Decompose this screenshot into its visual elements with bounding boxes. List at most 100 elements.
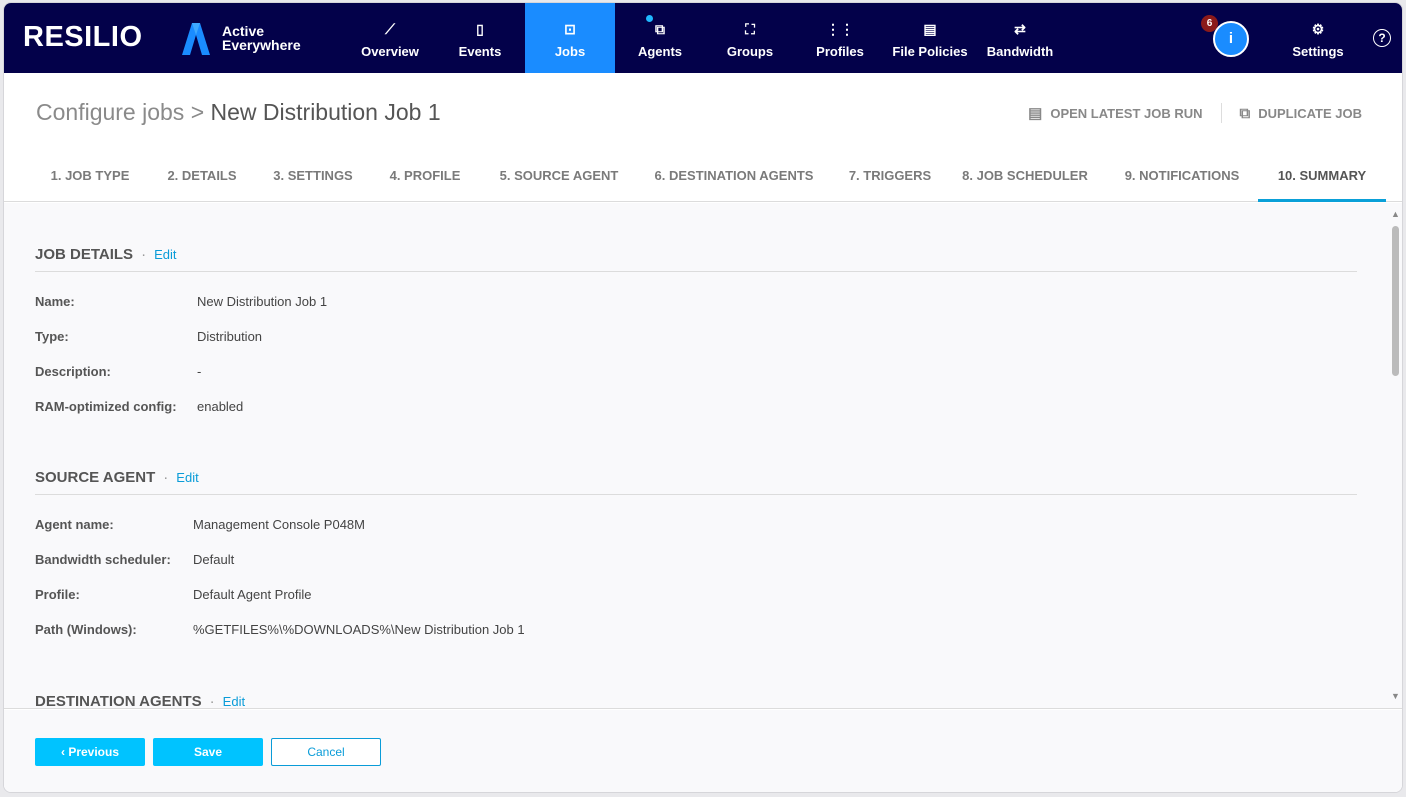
scrollbar-thumb[interactable] (1392, 226, 1399, 376)
gear-icon: ⚙ (1311, 21, 1325, 37)
nav-label: Profiles (816, 44, 864, 59)
detail-value: Default (193, 552, 235, 567)
list-icon: ⋮⋮ (826, 21, 854, 37)
open-latest-job-run-label: OPEN LATEST JOB RUN (1050, 105, 1203, 121)
nav-agents[interactable]: ⧉ Agents (615, 3, 705, 73)
active-everywhere-logo-icon (182, 23, 210, 55)
scroll-up-icon[interactable]: ▲ (1391, 209, 1400, 219)
duplicate-job-label: DUPLICATE JOB (1258, 105, 1362, 121)
detail-row: Type: Distribution (35, 319, 1357, 354)
file-gear-icon: ▤ (923, 21, 937, 37)
section-title: JOB DETAILS (35, 246, 134, 263)
summary-content: JOB DETAILS · Edit Name: New Distribution J… (4, 203, 1402, 709)
nav-file-policies[interactable]: ▤ File Policies (885, 3, 975, 73)
detail-row: Path (Windows): %GETFILES%\%DOWNLOADS%\Ne… (35, 612, 1357, 647)
nav-events[interactable]: ▯ Events (435, 3, 525, 73)
nav-label: File Policies (892, 44, 968, 59)
job-details-section: JOB DETAILS · Edit Name: New Distribution J… (35, 238, 1357, 424)
edit-job-details-link[interactable]: Edit (154, 247, 177, 262)
nav-label: Overview (361, 44, 419, 59)
section-title: SOURCE AGENT (35, 469, 156, 486)
tab-source-agent[interactable]: 5. SOURCE AGENT (499, 168, 619, 183)
detail-row: Agent name: Management Console P048M (35, 507, 1357, 542)
footer: ‹ Previous Save Cancel (4, 710, 1402, 792)
nav-label: Groups (726, 44, 774, 59)
tab-notifications[interactable]: 9. NOTIFICATIONS (1124, 168, 1240, 183)
detail-label: Agent name: (35, 517, 114, 532)
agents-status-dot (646, 15, 653, 22)
section-title: DESTINATION AGENTS (35, 692, 202, 709)
source-agent-section: SOURCE AGENT · Edit Agent name: Management … (35, 461, 1357, 647)
cancel-button[interactable]: Cancel (271, 738, 381, 766)
notifications-badge: 6 (1201, 15, 1218, 32)
detail-label: Path (Windows): (35, 622, 137, 637)
duplicate-job-button[interactable]: ⧉ DUPLICATE JOB (1240, 105, 1362, 122)
page-title: Configure jobs > New Distribution Job 1 (36, 99, 441, 126)
nav-label: Events (458, 44, 502, 59)
breadcrumb-configure-jobs[interactable]: Configure jobs (36, 99, 185, 125)
breadcrumb-separator: > (190, 99, 205, 125)
divider (1220, 103, 1222, 123)
save-button[interactable]: Save (153, 738, 263, 766)
detail-label: RAM-optimized config: (35, 399, 177, 414)
edit-destination-agents-link[interactable]: Edit (222, 693, 246, 709)
help-icon[interactable]: ? (1373, 29, 1391, 47)
header-actions: ▤ OPEN LATEST JOB RUN ⧉ DUPLICATE JOB (1028, 103, 1362, 123)
product-line-2: Everywhere (222, 37, 301, 53)
detail-label: Description: (35, 364, 111, 379)
detail-row: Name: New Distribution Job 1 (35, 284, 1357, 319)
tab-job-scheduler[interactable]: 8. JOB SCHEDULER (962, 168, 1088, 183)
detail-row: Profile: Default Agent Profile (35, 577, 1357, 612)
nav-profiles[interactable]: ⋮⋮ Profiles (795, 3, 885, 73)
tab-summary[interactable]: 10. SUMMARY (1258, 153, 1386, 202)
detail-value: Default Agent Profile (193, 587, 312, 602)
tab-triggers[interactable]: 7. TRIGGERS (848, 168, 932, 183)
tab-job-type[interactable]: 1. JOB TYPE (50, 168, 130, 183)
nav-bandwidth[interactable]: ⇄ Bandwidth (975, 3, 1065, 73)
detail-value: enabled (197, 399, 244, 414)
copy-icon: ⧉ (1239, 104, 1251, 122)
edit-source-agent-link[interactable]: Edit (176, 470, 199, 485)
tab-settings[interactable]: 3. SETTINGS (273, 168, 353, 183)
nav-label: Agents (637, 44, 683, 59)
swap-arrows-icon: ⇄ (1014, 21, 1026, 37)
top-nav: RESILIO Active Everywhere ⟋ Overview ▯ Event… (4, 3, 1402, 73)
detail-value: %GETFILES%\%DOWNLOADS%\New Distribution … (193, 622, 525, 637)
briefcase-gear-icon: ⊡ (564, 21, 576, 37)
detail-value: Distribution (197, 329, 263, 344)
nav-groups[interactable]: ⛶ Groups (705, 3, 795, 73)
devices-icon: ⧉ (655, 21, 665, 37)
tab-details[interactable]: 2. DETAILS (167, 168, 237, 183)
detail-value: - (197, 364, 202, 379)
detail-row: Description: - (35, 354, 1357, 389)
detail-label: Profile: (35, 587, 80, 602)
detail-label: Bandwidth scheduler: (35, 552, 171, 567)
product-name: Active Everywhere (222, 24, 301, 52)
product-line-1: Active (222, 23, 265, 39)
nav-settings-label: Settings (1292, 44, 1344, 59)
chart-line-icon: ⟋ (385, 21, 395, 37)
wizard-tabs: 1. JOB TYPE 2. DETAILS 3. SETTINGS 4. PROFI… (4, 153, 1402, 202)
detail-value: New Distribution Job 1 (197, 294, 328, 309)
detail-row: RAM-optimized config: enabled (35, 389, 1357, 424)
group-nodes-icon: ⛶ (745, 21, 755, 37)
open-latest-job-run-button[interactable]: ▤ OPEN LATEST JOB RUN (1028, 104, 1202, 122)
vertical-scrollbar[interactable]: ▲ ▼ (1388, 203, 1402, 708)
tab-destination-agents[interactable]: 6. DESTINATION AGENTS (654, 168, 814, 183)
nav-overview[interactable]: ⟋ Overview (345, 3, 435, 73)
detail-label: Name: (35, 294, 75, 309)
detail-label: Type: (35, 329, 69, 344)
previous-button[interactable]: ‹ Previous (35, 738, 145, 766)
nav-label: Bandwidth (986, 44, 1054, 59)
document-play-icon: ▤ (1028, 105, 1043, 122)
nav-jobs[interactable]: ⊡ Jobs (525, 3, 615, 73)
destination-agents-section: DESTINATION AGENTS · Edit (35, 692, 246, 709)
nav-settings[interactable]: ⚙ Settings (1273, 3, 1363, 73)
resilio-logo: RESILIO (23, 21, 143, 53)
notifications-info-button[interactable]: i (1213, 21, 1249, 57)
job-title: New Distribution Job 1 (210, 99, 441, 125)
tab-profile[interactable]: 4. PROFILE (389, 168, 461, 183)
detail-value: Management Console P048M (193, 517, 365, 532)
calendar-clock-icon: ▯ (476, 21, 484, 37)
scroll-down-icon[interactable]: ▼ (1391, 691, 1400, 701)
